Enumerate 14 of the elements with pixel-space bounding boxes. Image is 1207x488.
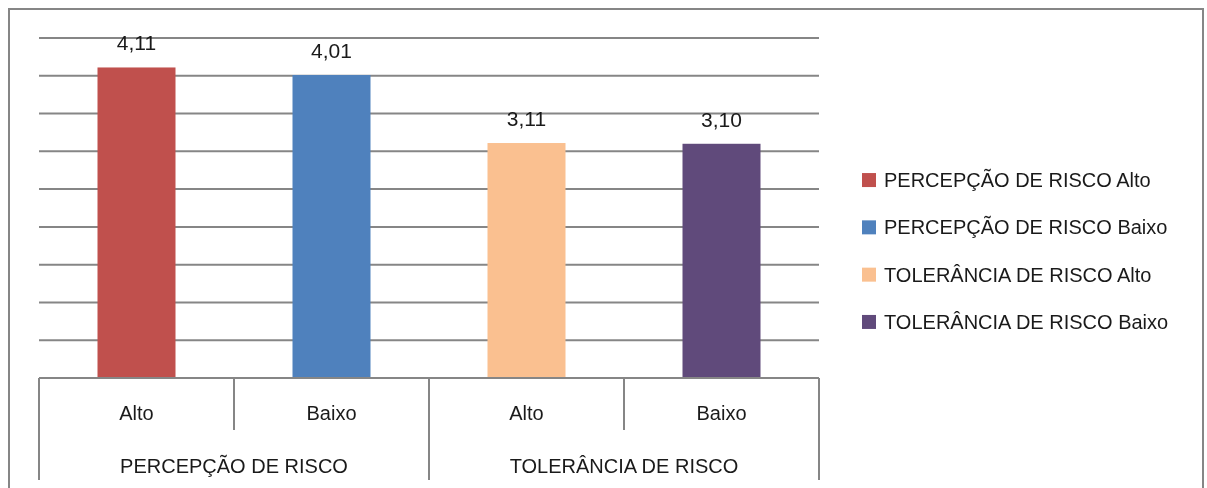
x-tick-label: Alto (509, 402, 544, 424)
legend-label: TOLERÂNCIA DE RISCO Alto (884, 263, 1152, 286)
x-tick-label: Baixo (696, 402, 747, 424)
data-label: 4,11 (116, 31, 157, 55)
legend-label: PERCEPÇÃO DE RISCO Alto (884, 168, 1151, 192)
data-label: 4,01 (311, 39, 352, 63)
data-label: 3,11 (506, 107, 547, 131)
legend-label: PERCEPÇÃO DE RISCO Baixo (884, 215, 1168, 239)
text: TOLERÂNCIA DE RISCO (509, 455, 739, 477)
legend-label: TOLERÂNCIA DE RISCO Baixo (884, 310, 1169, 333)
data-label: 3,10 (701, 107, 742, 131)
x-tick-label: Alto (119, 402, 154, 424)
x-tick-label: Baixo (306, 402, 357, 424)
text: PERCEPÇÃO DE RISCO (120, 454, 348, 477)
